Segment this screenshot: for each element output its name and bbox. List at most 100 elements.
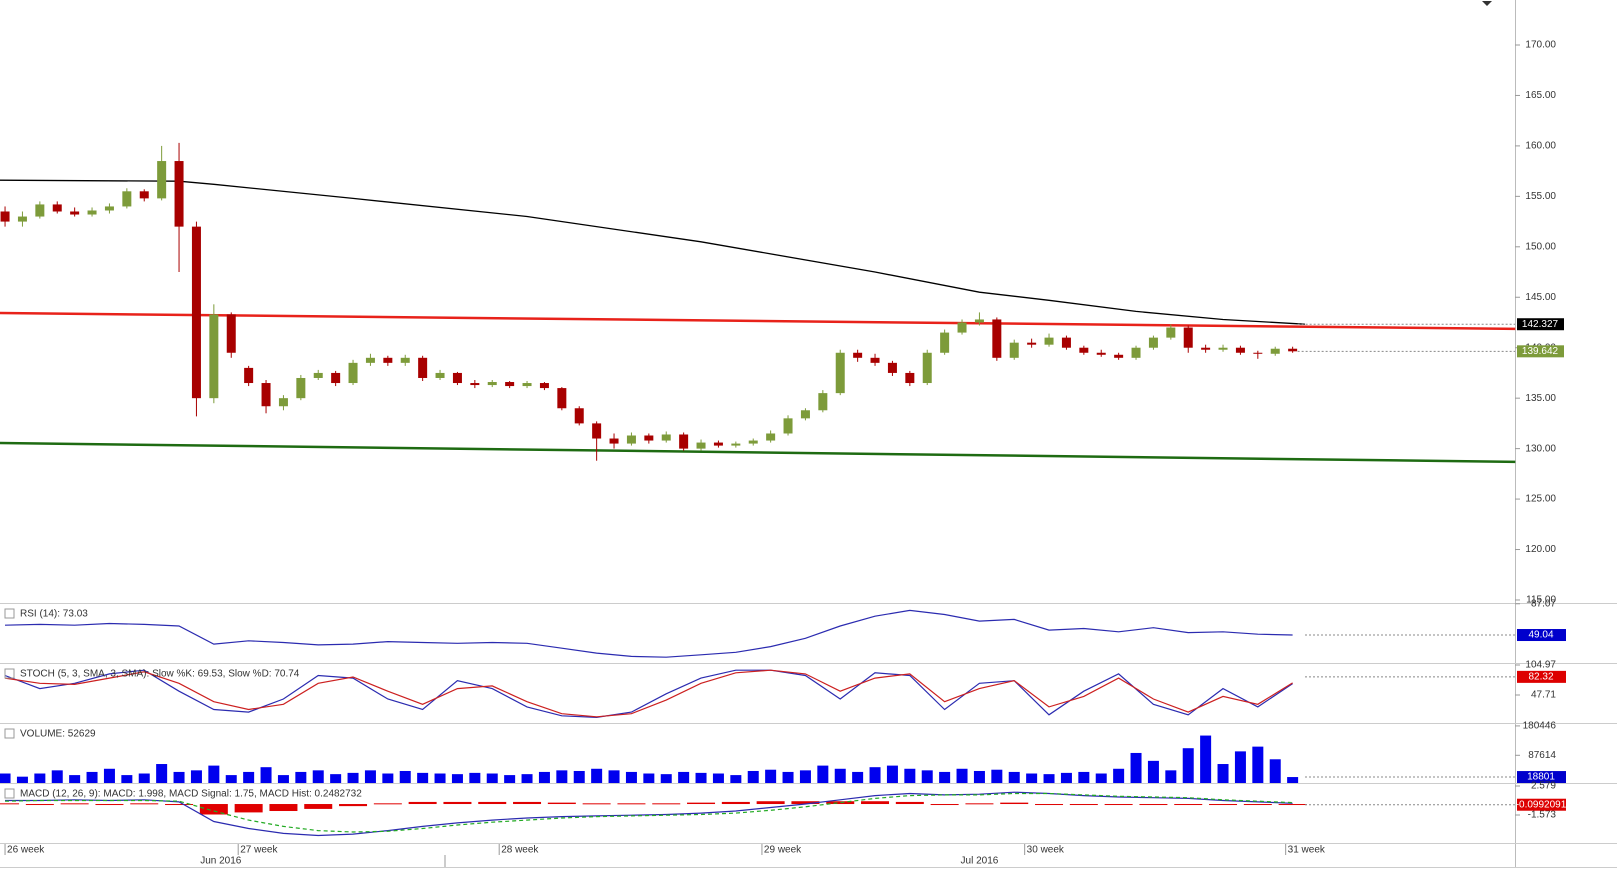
candle-body	[209, 314, 219, 399]
volume-bar	[451, 774, 463, 783]
volume-bar	[173, 771, 185, 783]
volume-bar	[1147, 760, 1159, 783]
y-tick-label: 180446	[1523, 721, 1557, 732]
macd-hist-bar	[895, 801, 924, 805]
macd-hist-bar	[0, 803, 20, 805]
candle-body	[505, 382, 515, 387]
candle-body	[174, 161, 184, 227]
macd-hist-bar	[791, 801, 820, 805]
candle-body	[226, 314, 236, 353]
candle-body	[887, 362, 897, 373]
volume-bar	[1217, 764, 1229, 783]
menu-arrow[interactable]	[1482, 1, 1492, 6]
candle-body	[818, 393, 828, 411]
candle-body	[348, 362, 358, 384]
candle-body	[1235, 347, 1245, 353]
macd-hist-bar	[513, 801, 542, 805]
x-tick-label: 27 week	[240, 845, 278, 856]
volume-bar	[1008, 771, 1020, 783]
candle-body	[539, 383, 549, 389]
volume-bar	[1043, 774, 1055, 783]
volume-bar	[747, 770, 759, 783]
volume-bar	[51, 770, 63, 783]
candle-body	[35, 204, 45, 217]
volume-bar	[782, 771, 794, 783]
volume-bar	[608, 770, 620, 783]
last-value-label: 142.327	[1522, 319, 1559, 330]
volume-bar	[190, 770, 202, 783]
y-tick-label: 145.00	[1525, 292, 1556, 303]
volume-bar	[1287, 777, 1299, 783]
volume-bar	[939, 771, 951, 783]
y-tick-label: -1.573	[1528, 810, 1557, 821]
macd-hist-bar	[25, 804, 54, 806]
macd-hist-bar	[199, 804, 228, 815]
candle-body	[800, 410, 810, 419]
macd-hist-bar	[234, 804, 263, 813]
volume-bar	[34, 773, 46, 783]
candle-body	[626, 435, 636, 444]
candle-body	[835, 352, 845, 394]
last-value-box	[1517, 629, 1566, 642]
volume-bar	[16, 776, 28, 783]
candle-body	[122, 191, 132, 207]
last-value-label: 49.04	[1528, 630, 1553, 641]
candle-body	[1061, 337, 1071, 348]
candle-body	[313, 372, 323, 378]
candle-body	[296, 377, 306, 399]
volume-bar	[243, 771, 255, 783]
macd-hist-bar	[930, 804, 959, 806]
volume-bar	[695, 772, 707, 783]
macd-hist-bar	[165, 804, 194, 806]
line	[0, 441, 1516, 464]
volume-bar	[643, 773, 655, 783]
volume-bar	[1200, 735, 1212, 783]
candle-body	[592, 423, 602, 439]
volume-bar	[312, 770, 324, 783]
candle-body	[574, 408, 584, 424]
y-tick-label: 135.00	[1525, 393, 1556, 404]
last-value-label: 18801	[1527, 772, 1555, 783]
volume-bar	[121, 775, 133, 783]
candle-body	[731, 443, 741, 446]
candle-body	[1288, 348, 1298, 352]
macd-hist-bar	[443, 801, 472, 805]
y-tick-label: 115.00	[1526, 595, 1556, 606]
panel-title: RSI (14): 73.03	[20, 609, 88, 620]
panel-close-icon	[4, 728, 15, 739]
candle-body	[418, 357, 428, 378]
candle-body	[1166, 327, 1176, 338]
volume-bar	[817, 765, 829, 783]
macd-hist-bar	[1243, 804, 1272, 806]
candle-body	[644, 435, 654, 441]
macd-hist-bar	[1139, 804, 1168, 806]
volume-bar	[869, 767, 881, 783]
volume-bar	[260, 767, 272, 783]
volume-bar	[86, 771, 98, 783]
macd-hist-bar	[617, 803, 646, 805]
y-tick-label: 120.00	[1525, 544, 1556, 555]
candle-body	[244, 367, 254, 384]
y-tick-label: 2.579	[1531, 781, 1556, 792]
candle-body	[1009, 342, 1019, 358]
volume-bar	[799, 770, 811, 783]
candle-body	[17, 216, 27, 222]
volume-bar	[991, 769, 1003, 783]
volume-bar	[347, 772, 359, 783]
indicator-line	[4, 669, 1293, 719]
volume-bar	[504, 775, 516, 783]
candle-body	[1114, 354, 1124, 358]
candle-body	[922, 352, 932, 384]
signal-line	[4, 792, 1293, 833]
panel-close-icon	[4, 668, 15, 679]
volume-bar	[277, 775, 289, 783]
volume-bar	[1182, 748, 1194, 783]
y-tick-label: 130.00	[1525, 443, 1556, 454]
x-tick-label: 28 week	[501, 845, 539, 856]
candle-body	[331, 372, 341, 384]
volume-bar	[852, 771, 864, 783]
volume-bar	[1234, 751, 1246, 783]
candle-body	[1201, 347, 1211, 350]
candle-body	[1131, 347, 1141, 358]
